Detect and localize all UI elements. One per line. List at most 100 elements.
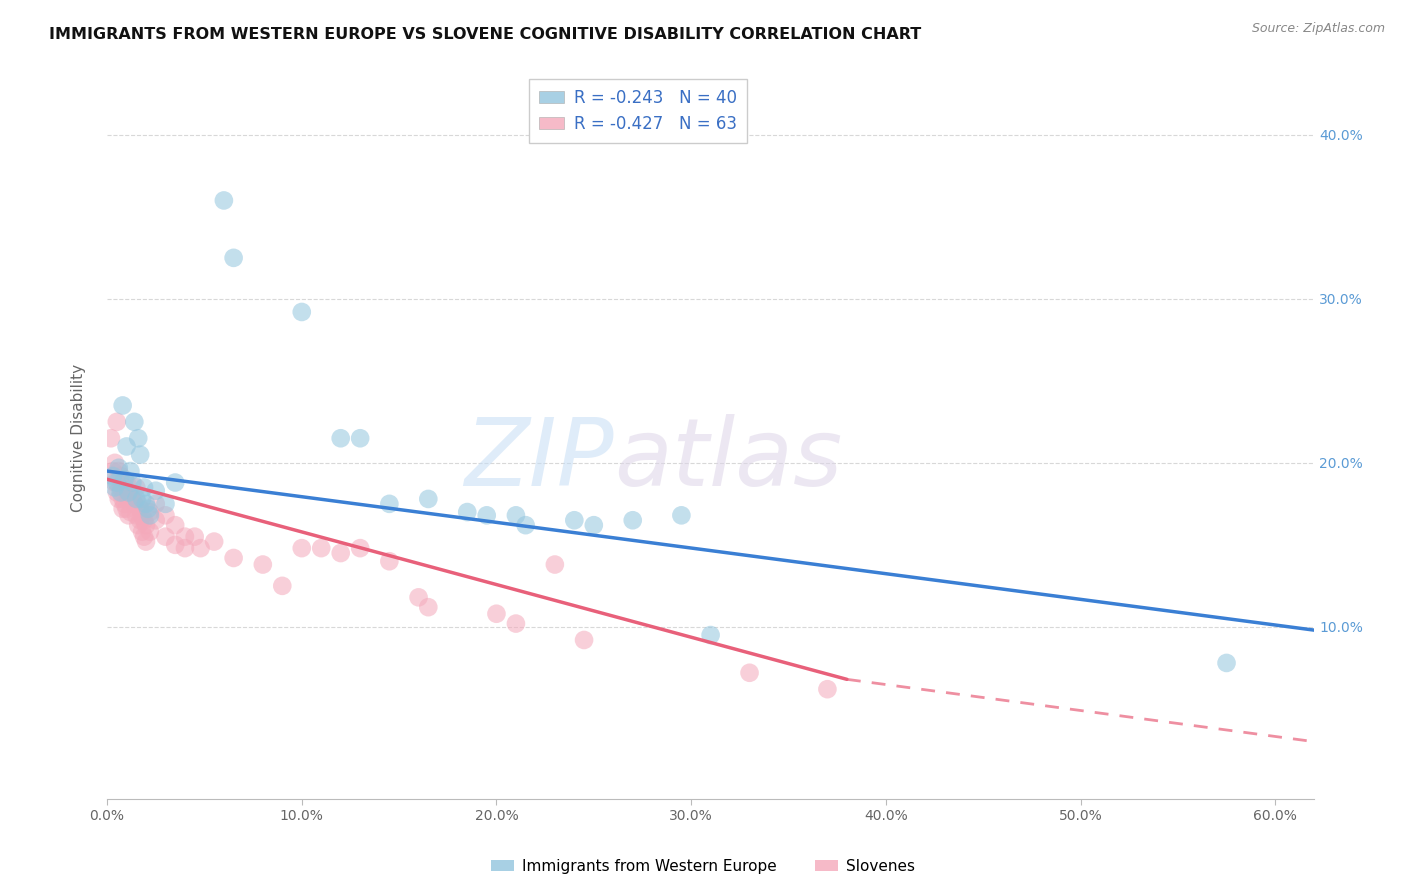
Point <box>124 415 146 429</box>
Point <box>165 538 187 552</box>
Point <box>329 546 352 560</box>
Point <box>101 469 124 483</box>
Point <box>222 251 245 265</box>
Point <box>271 579 294 593</box>
Legend: Immigrants from Western Europe, Slovenes: Immigrants from Western Europe, Slovenes <box>485 853 921 880</box>
Point <box>104 456 127 470</box>
Y-axis label: Cognitive Disability: Cognitive Disability <box>72 364 86 512</box>
Point <box>174 541 197 556</box>
Point <box>544 558 567 572</box>
Point <box>115 475 138 490</box>
Point <box>131 491 153 506</box>
Point <box>378 497 401 511</box>
Point <box>291 541 314 556</box>
Point <box>222 551 245 566</box>
Point <box>515 518 537 533</box>
Point <box>111 501 134 516</box>
Point <box>418 600 440 615</box>
Point <box>104 480 127 494</box>
Point <box>114 497 136 511</box>
Point <box>135 534 157 549</box>
Point <box>127 497 149 511</box>
Point <box>155 497 177 511</box>
Point <box>110 485 132 500</box>
Point <box>117 491 139 506</box>
Point <box>120 485 142 500</box>
Point <box>124 497 146 511</box>
Point <box>110 469 132 483</box>
Point <box>132 480 155 494</box>
Point <box>572 632 595 647</box>
Point <box>155 530 177 544</box>
Point <box>115 501 138 516</box>
Point <box>475 508 498 523</box>
Point <box>107 491 129 506</box>
Point <box>131 508 153 523</box>
Point <box>129 513 152 527</box>
Point <box>135 518 157 533</box>
Point <box>145 483 167 498</box>
Point <box>815 682 838 697</box>
Point <box>136 501 159 516</box>
Point <box>132 513 155 527</box>
Point <box>107 464 129 478</box>
Text: IMMIGRANTS FROM WESTERN EUROPE VS SLOVENE COGNITIVE DISABILITY CORRELATION CHART: IMMIGRANTS FROM WESTERN EUROPE VS SLOVEN… <box>49 27 921 42</box>
Point <box>621 513 644 527</box>
Point <box>309 541 332 556</box>
Point <box>132 530 155 544</box>
Point <box>456 505 478 519</box>
Point <box>117 508 139 523</box>
Point <box>202 534 225 549</box>
Point <box>125 491 148 506</box>
Legend: R = -0.243   N = 40, R = -0.427   N = 63: R = -0.243 N = 40, R = -0.427 N = 63 <box>529 78 747 143</box>
Point <box>129 501 152 516</box>
Point <box>190 541 212 556</box>
Point <box>183 530 205 544</box>
Point <box>131 524 153 539</box>
Point <box>101 464 124 478</box>
Text: ZIP: ZIP <box>464 415 614 506</box>
Text: Source: ZipAtlas.com: Source: ZipAtlas.com <box>1251 22 1385 36</box>
Point <box>174 530 197 544</box>
Point <box>252 558 274 572</box>
Point <box>505 508 527 523</box>
Point <box>418 491 440 506</box>
Point <box>100 431 122 445</box>
Point <box>349 541 371 556</box>
Point <box>110 480 132 494</box>
Point <box>104 475 127 490</box>
Point <box>738 665 761 680</box>
Point <box>107 460 129 475</box>
Point <box>329 431 352 445</box>
Point <box>349 431 371 445</box>
Point <box>111 491 134 506</box>
Point <box>165 518 187 533</box>
Point <box>145 513 167 527</box>
Point <box>127 518 149 533</box>
Point <box>155 508 177 523</box>
Point <box>105 475 128 490</box>
Point <box>127 431 149 445</box>
Point <box>562 513 585 527</box>
Point <box>115 440 138 454</box>
Point <box>120 464 142 478</box>
Point <box>139 508 162 523</box>
Point <box>1215 656 1237 670</box>
Point <box>145 497 167 511</box>
Point <box>114 472 136 486</box>
Point <box>165 475 187 490</box>
Point <box>505 616 527 631</box>
Point <box>485 607 508 621</box>
Point <box>117 485 139 500</box>
Text: atlas: atlas <box>614 415 842 506</box>
Point <box>699 628 721 642</box>
Point <box>671 508 693 523</box>
Point <box>125 508 148 523</box>
Point <box>114 480 136 494</box>
Point <box>378 554 401 568</box>
Point <box>139 505 162 519</box>
Point <box>129 448 152 462</box>
Point <box>121 491 143 506</box>
Point <box>125 480 148 494</box>
Point <box>135 497 157 511</box>
